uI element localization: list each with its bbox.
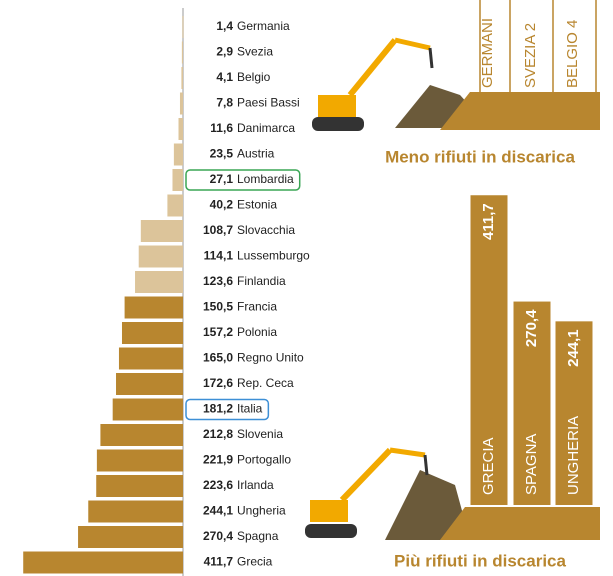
bar bbox=[96, 475, 183, 497]
category-label: Grecia bbox=[237, 555, 273, 569]
value-label: 123,6 bbox=[203, 274, 233, 288]
value-label: 181,2 bbox=[203, 402, 233, 416]
value-label: 4,1 bbox=[216, 70, 233, 84]
category-label: Slovacchia bbox=[237, 223, 295, 237]
value-label: 11,6 bbox=[210, 121, 233, 135]
bar bbox=[116, 373, 183, 395]
bar bbox=[121, 322, 183, 344]
bar bbox=[124, 296, 183, 319]
category-label: GERMANI bbox=[479, 18, 496, 88]
base-top bbox=[440, 92, 600, 130]
value-label: 221,9 bbox=[203, 453, 233, 467]
category-label: Polonia bbox=[237, 325, 277, 339]
category-label: Italia bbox=[237, 402, 263, 416]
bar bbox=[138, 245, 183, 268]
category-label: Paesi Bassi bbox=[237, 96, 300, 110]
value-label: 150,5 bbox=[203, 300, 233, 314]
value-label: 270,4 bbox=[203, 529, 233, 543]
category-label: SVEZIA 2 bbox=[522, 23, 539, 88]
category-label: SPAGNA bbox=[523, 434, 540, 495]
bar bbox=[88, 500, 183, 523]
bar bbox=[78, 526, 183, 548]
bar bbox=[179, 92, 183, 115]
bar bbox=[23, 551, 183, 574]
category-label: BELGIO 4 bbox=[564, 20, 581, 88]
category-label: Irlanda bbox=[237, 478, 274, 492]
category-label: Spagna bbox=[237, 529, 279, 543]
value-label: 114,1 bbox=[204, 249, 234, 263]
bar bbox=[140, 220, 183, 242]
bar bbox=[167, 194, 183, 217]
value-label: 27,1 bbox=[210, 172, 234, 186]
bar bbox=[181, 41, 183, 64]
category-label: UNGHERIA bbox=[565, 416, 582, 495]
category-label: Belgio bbox=[237, 70, 271, 84]
column bbox=[555, 321, 593, 505]
value-label: 223,6 bbox=[203, 478, 233, 492]
value-label: 411,7 bbox=[480, 203, 497, 240]
category-label: Svezia bbox=[237, 45, 273, 59]
category-label: Rep. Ceca bbox=[237, 376, 294, 390]
category-label: Lussemburgo bbox=[237, 249, 310, 263]
value-label: 157,2 bbox=[203, 325, 233, 339]
panel-title: Più rifiuti in discarica bbox=[394, 551, 566, 570]
column bbox=[513, 301, 551, 505]
bar bbox=[112, 398, 183, 421]
category-label: Regno Unito bbox=[237, 351, 304, 365]
category-label: GRECIA bbox=[480, 437, 497, 495]
bar bbox=[182, 16, 184, 38]
bar bbox=[96, 449, 183, 472]
category-label: Estonia bbox=[237, 198, 277, 212]
bar bbox=[173, 143, 183, 166]
category-label: Germania bbox=[237, 19, 290, 33]
category-label: Lombardia bbox=[237, 172, 294, 186]
value-label: 40,2 bbox=[210, 198, 234, 212]
excavator-bottom bbox=[305, 447, 470, 540]
panel-title: Meno rifiuti in discarica bbox=[385, 147, 575, 166]
value-label: 411,7 bbox=[204, 555, 234, 569]
bar bbox=[135, 271, 183, 293]
category-label: Austria bbox=[237, 147, 275, 161]
value-label: 244,1 bbox=[203, 504, 233, 518]
value-label: 23,5 bbox=[210, 147, 234, 161]
value-label: 165,0 bbox=[203, 351, 233, 365]
value-label: 7,8 bbox=[216, 96, 233, 110]
category-label: Portogallo bbox=[237, 453, 291, 467]
bar bbox=[100, 424, 183, 446]
value-label: 1,4 bbox=[216, 19, 233, 33]
base-bottom bbox=[440, 507, 600, 540]
category-label: Slovenia bbox=[237, 427, 283, 441]
column bbox=[470, 195, 508, 506]
value-label: 270,4 bbox=[523, 309, 540, 347]
category-label: Ungheria bbox=[237, 504, 286, 518]
bar bbox=[181, 67, 183, 89]
category-label: Danimarca bbox=[237, 121, 295, 135]
category-label: Francia bbox=[237, 300, 277, 314]
highlight-box bbox=[185, 169, 301, 191]
value-label: 2,9 bbox=[216, 45, 233, 59]
value-label: 244,1 bbox=[565, 329, 582, 367]
bar bbox=[118, 347, 183, 370]
value-label: 172,6 bbox=[203, 376, 233, 390]
highlight-box bbox=[185, 398, 270, 421]
bar bbox=[178, 118, 183, 140]
value-label: 108,7 bbox=[203, 223, 233, 237]
value-label: 212,8 bbox=[203, 427, 233, 441]
category-label: Finlandia bbox=[237, 274, 286, 288]
bar bbox=[172, 169, 183, 191]
